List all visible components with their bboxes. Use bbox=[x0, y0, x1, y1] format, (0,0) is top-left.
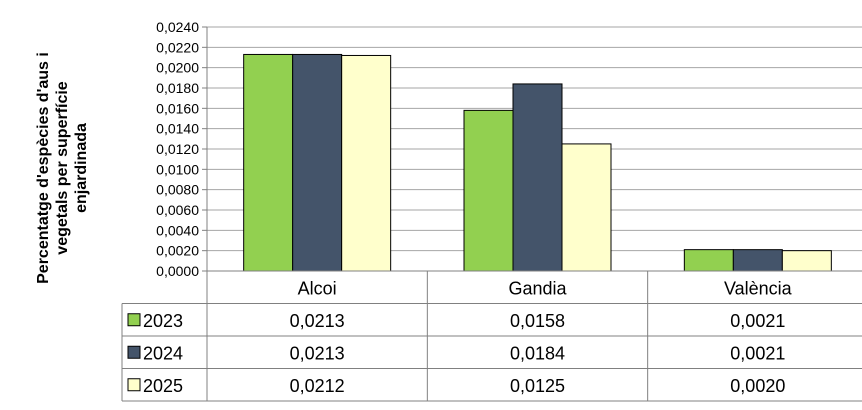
bar-2024-valència bbox=[732, 249, 783, 272]
data-table-value: 0,0125 bbox=[510, 376, 565, 396]
bar-2023-gandia bbox=[463, 109, 514, 272]
y-tick-label: 0,0180 bbox=[156, 80, 199, 96]
y-tick-label: 0,0020 bbox=[156, 243, 199, 259]
data-table-value: 0,0021 bbox=[730, 311, 785, 331]
y-tick-label: 0,0220 bbox=[156, 39, 199, 55]
bar-2025-alcoi bbox=[341, 54, 392, 272]
x-category-label: València bbox=[724, 278, 793, 298]
data-table-value: 0,0020 bbox=[730, 376, 785, 396]
bar-2023-valència bbox=[683, 249, 734, 272]
data-table-value: 0,0213 bbox=[290, 311, 345, 331]
y-axis-label: Percentatge d'espècies d'aus i vegetals p… bbox=[35, 52, 90, 284]
y-tick-label: 0,0000 bbox=[156, 263, 199, 279]
bar-2025-gandia bbox=[561, 143, 612, 272]
x-category-label: Gandia bbox=[508, 278, 567, 298]
data-table-value: 0,0184 bbox=[510, 343, 565, 363]
legend-series-name: 2023 bbox=[143, 311, 183, 331]
legend-series-name: 2024 bbox=[143, 343, 183, 363]
x-category-label: Alcoi bbox=[298, 278, 337, 298]
legend-key-2023 bbox=[127, 313, 141, 327]
bar-2024-alcoi bbox=[292, 53, 343, 272]
legend-series-name: 2025 bbox=[143, 376, 183, 396]
y-axis-label-line: Percentatge d'espècies d'aus i bbox=[35, 52, 52, 284]
y-tick-label: 0,0120 bbox=[156, 141, 199, 157]
bar-2025-valència bbox=[781, 250, 832, 272]
y-tick-label: 0,0200 bbox=[156, 60, 199, 76]
y-tick-label: 0,0240 bbox=[156, 19, 199, 35]
y-tick-label: 0,0140 bbox=[156, 121, 199, 137]
legend-key-2024 bbox=[127, 345, 141, 359]
y-axis-label-line: enjardinada bbox=[73, 123, 90, 213]
data-table-value: 0,0021 bbox=[730, 343, 785, 363]
data-table-value: 0,0158 bbox=[510, 311, 565, 331]
y-tick-label: 0,0060 bbox=[156, 202, 199, 218]
data-table-value: 0,0212 bbox=[290, 376, 345, 396]
y-tick-label: 0,0040 bbox=[156, 222, 199, 238]
bar-2024-gandia bbox=[512, 83, 563, 272]
data-table-value: 0,0213 bbox=[290, 343, 345, 363]
y-tick-label: 0,0100 bbox=[156, 161, 199, 177]
y-tick-label: 0,0160 bbox=[156, 100, 199, 116]
y-tick-label: 0,0080 bbox=[156, 182, 199, 198]
bar-2023-alcoi bbox=[243, 53, 294, 272]
y-axis-label-line: vegetals per superfície bbox=[54, 81, 71, 255]
legend-key-2025 bbox=[127, 378, 141, 392]
